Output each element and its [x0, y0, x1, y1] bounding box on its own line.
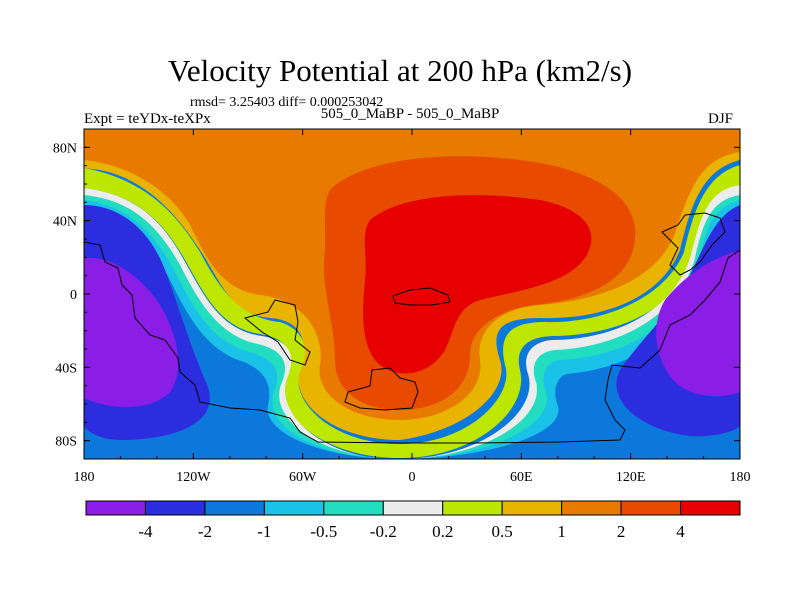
chart-title: Velocity Potential at 200 hPa (km2/s)	[167, 53, 633, 88]
y-tick-label: 80N	[53, 141, 77, 156]
colorbar-swatch	[680, 500, 741, 516]
colorbar-swatch	[442, 500, 503, 516]
colorbar-swatch	[382, 500, 444, 516]
colorbar: -4 -2 -1 -0.5 -0.2 0.2 0.5 1 2 4	[85, 500, 741, 541]
colorbar-label: 1	[557, 522, 566, 541]
contour-band-neg1-inner	[84, 210, 740, 459]
case-label: 505_0_MaBP - 505_0_MaBP	[320, 106, 500, 122]
x-tick-label: 60W	[289, 470, 317, 485]
colorbar-swatch	[501, 500, 563, 516]
contour-band-neg4-west	[84, 257, 179, 408]
contour-band-max	[363, 195, 592, 374]
x-tick-label: 120W	[176, 470, 211, 485]
colorbar-label: 0.2	[432, 522, 453, 541]
colorbar-swatch	[561, 500, 622, 516]
colorbar-swatch	[263, 500, 325, 516]
y-tick-label: 80S	[55, 435, 77, 450]
y-tick-label: 0	[70, 288, 77, 303]
coastlines	[84, 212, 740, 444]
colorbar-label: -0.2	[370, 522, 397, 541]
colorbar-swatch	[85, 500, 146, 516]
season-label: DJF	[708, 111, 734, 127]
coast-nw-pacific	[661, 212, 726, 276]
y-tick-label: 40S	[55, 361, 77, 376]
colorbar-swatch	[144, 500, 206, 516]
colorbar-label: 4	[676, 522, 685, 541]
colorbar-label: -0.5	[310, 522, 337, 541]
x-tick-label: 180	[730, 470, 751, 485]
x-tick-label: 60E	[510, 470, 533, 485]
coast-eurasia-island	[392, 287, 451, 306]
y-tick-label: 40N	[53, 215, 77, 230]
x-tick-label: 180	[74, 470, 95, 485]
coast-south-america	[243, 299, 311, 366]
chart-subtitle: rmsd= 3.25403 diff= 0.000253042	[190, 95, 384, 110]
x-tick-label: 0	[409, 470, 416, 485]
colorbar-label: -2	[198, 522, 212, 541]
experiment-label: Expt = teYDx-teXPx	[84, 111, 211, 127]
colorbar-label: -4	[138, 522, 153, 541]
contour-band-neg4-east	[656, 250, 740, 397]
colorbar-swatch	[323, 500, 384, 516]
x-tick-label: 120E	[616, 470, 646, 485]
coast-africa	[344, 367, 419, 411]
colorbar-label: 2	[617, 522, 626, 541]
axes: 180 120W 60W 0 60E 120E 180 80N 40N 0 40S 80S	[53, 128, 751, 485]
contour-field	[84, 129, 740, 459]
colorbar-label: 0.5	[492, 522, 513, 541]
colorbar-label: -1	[257, 522, 271, 541]
colorbar-swatch	[204, 500, 265, 516]
colorbar-swatch	[620, 500, 682, 516]
coast-americas	[84, 241, 740, 444]
